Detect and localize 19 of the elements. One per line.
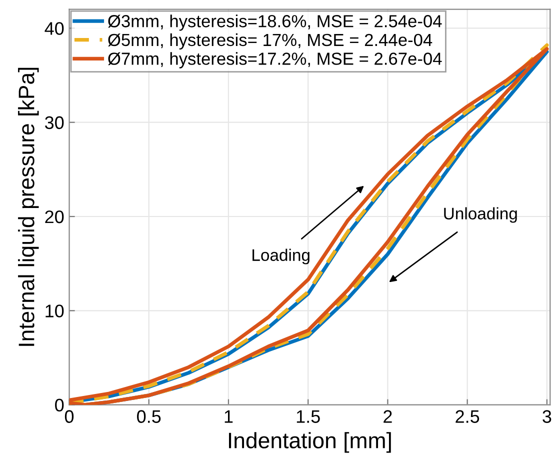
y-axis-title: Internal liquid pressure [kPa]: [18, 68, 39, 346]
x-tick-label: 1.5: [296, 410, 320, 423]
annotation: Loading: [252, 248, 310, 264]
x-tick-label: 0: [64, 410, 74, 423]
y-tick-label: 10: [46, 304, 64, 318]
legend-label: Ø3mm, hysteresis=18.6%, MSE = 2.54e-04: [108, 14, 442, 31]
x-tick-label: 3: [542, 410, 552, 423]
legend-label: Ø5mm, hysteresis= 17%, MSE = 2.44e-04: [108, 33, 432, 50]
annotation: Unloading: [444, 207, 517, 223]
y-tick-label: 40: [44, 22, 64, 35]
x-axis-title: Indentation [mm]: [228, 432, 391, 453]
y-tick-label: 0: [55, 398, 64, 412]
y-tick-label: 20: [45, 210, 64, 224]
x-tick-label: 1: [224, 410, 233, 423]
legend-label: Ø7mm, hysteresis=17.2%, MSE = 2.67e-04: [108, 52, 442, 68]
y-tick-label: 30: [44, 116, 64, 130]
x-tick-label: 0.5: [137, 410, 161, 423]
x-tick-label: 2: [384, 410, 392, 423]
x-tick-label: 2.5: [456, 410, 480, 423]
